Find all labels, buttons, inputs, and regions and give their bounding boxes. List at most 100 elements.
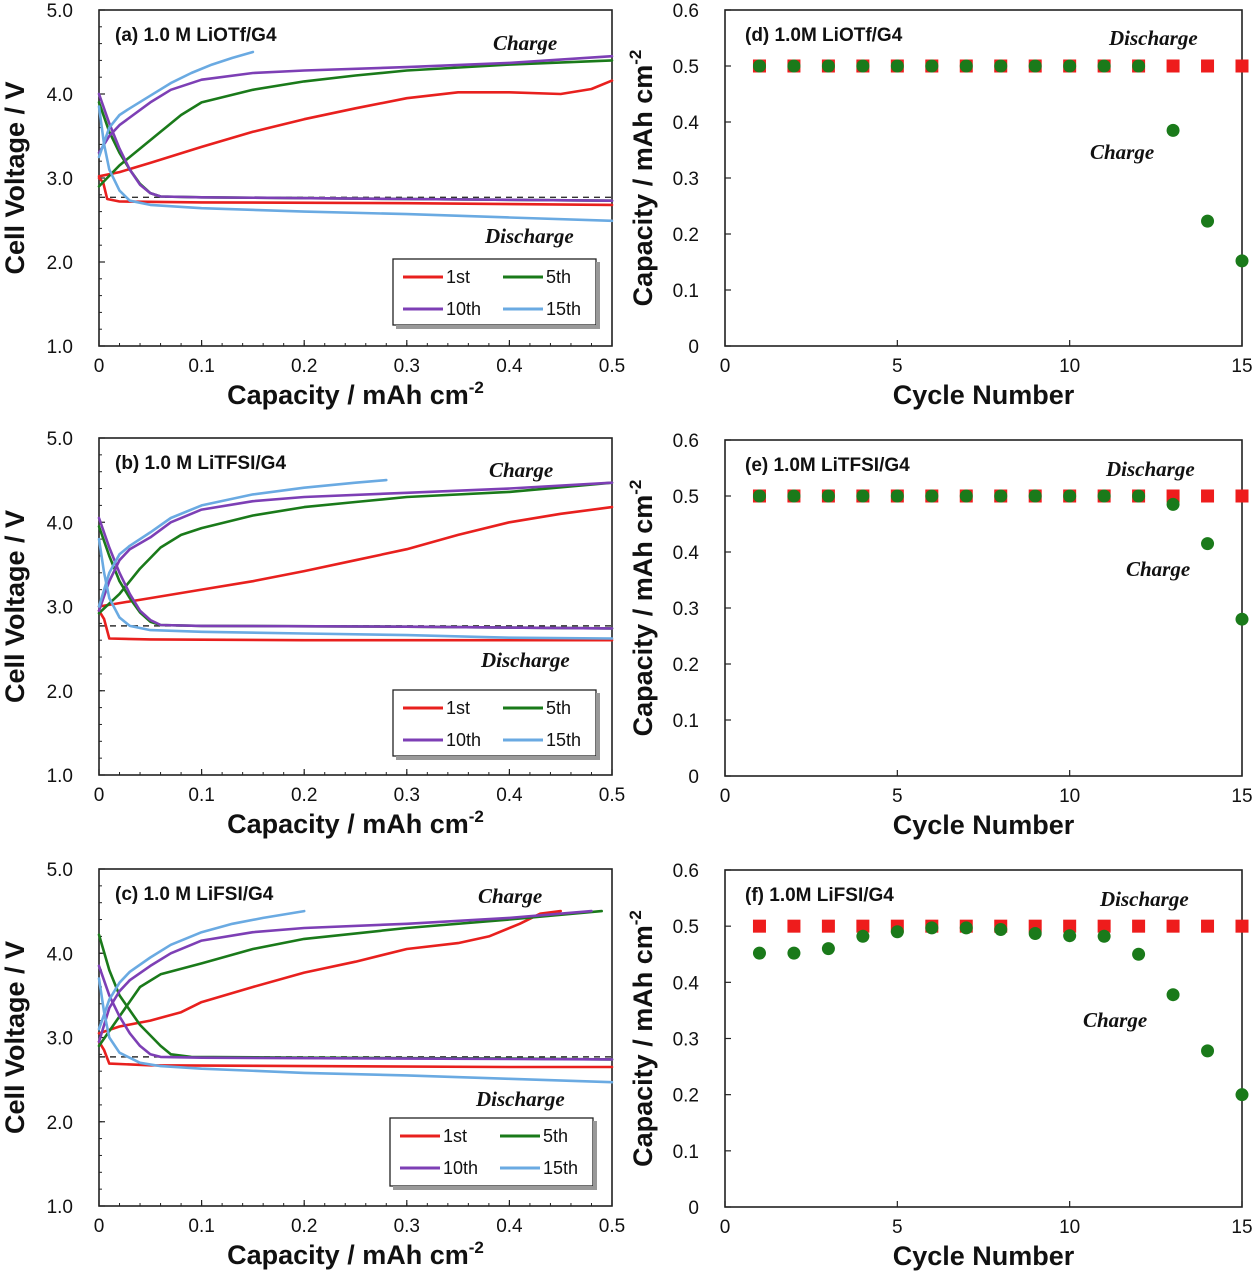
charge-point-cycle-14 <box>1201 537 1215 551</box>
y-tick-label: 0.3 <box>673 169 699 190</box>
x-tick-label: 0 <box>720 1217 731 1238</box>
annotation-charge: Charge <box>489 458 553 482</box>
annotation-discharge: Discharge <box>1108 26 1198 50</box>
legend-shadow <box>596 693 600 760</box>
charge-point-cycle-7 <box>959 921 973 935</box>
panel-title: (e) 1.0M LiTFSI/G4 <box>745 455 910 476</box>
charge-point-cycle-15 <box>1235 612 1249 626</box>
x-axis-label-text: Capacity / mAh cm <box>227 1240 469 1270</box>
curve-5th-discharge <box>97 101 614 202</box>
discharge-point-cycle-14 <box>1201 919 1215 933</box>
charge-point-cycle-3 <box>821 489 835 503</box>
y-axis-label: Cell Voltage / V <box>0 941 30 1134</box>
y-axis-label: Capacity / mAh cm-2 <box>626 480 658 737</box>
curve-5th-discharge <box>97 933 614 1061</box>
y-tick-label: 0.3 <box>673 1030 699 1051</box>
x-tick-label: 0.1 <box>188 356 214 377</box>
charge-point-cycle-12 <box>1132 59 1146 73</box>
charge-point-cycle-6 <box>925 489 939 503</box>
legend-label-15th: 15th <box>546 299 581 319</box>
charge-point-cycle-5 <box>890 489 904 503</box>
y-tick-label: 0.6 <box>673 861 699 882</box>
panel-title: (f) 1.0M LiFSI/G4 <box>745 885 894 906</box>
curve-15th-discharge <box>97 537 614 640</box>
discharge-point-cycle-15 <box>1235 59 1249 73</box>
curve-10th-discharge <box>97 964 614 1061</box>
legend-label-15th: 15th <box>546 730 581 750</box>
x-tick-label: 0.1 <box>188 785 214 806</box>
charge-point-cycle-8 <box>994 923 1008 937</box>
panel-title: (a) 1.0 M LiOTf/G4 <box>115 25 277 46</box>
y-tick-label: 1.0 <box>47 1197 73 1218</box>
y-tick-label: 0.5 <box>673 57 699 78</box>
x-tick-label: 0.2 <box>291 785 317 806</box>
legend-label-5th: 5th <box>546 698 571 718</box>
y-axis-label: Cell Voltage / V <box>0 510 30 703</box>
curve-15th-discharge <box>97 105 614 223</box>
x-axis-label: Cycle Number <box>893 810 1075 840</box>
charge-point-cycle-2 <box>787 59 801 73</box>
x-tick-label: 0.4 <box>496 356 523 377</box>
annotation-discharge: Discharge <box>475 1087 565 1111</box>
x-tick-label: 15 <box>1231 356 1252 377</box>
x-tick-label: 0 <box>94 1216 105 1237</box>
charge-point-cycle-13 <box>1166 497 1180 511</box>
y-tick-label: 0.6 <box>673 1 699 22</box>
plot-frame <box>724 869 1243 1208</box>
discharge-point-cycle-15 <box>1235 489 1249 503</box>
x-tick-label: 0 <box>94 785 105 806</box>
annotation-charge: Charge <box>1126 557 1190 581</box>
y-axis-label: Cell Voltage / V <box>0 81 30 274</box>
legend-label-5th: 5th <box>543 1126 568 1146</box>
legend-shadow <box>593 1121 597 1190</box>
legend-label-1st: 1st <box>446 267 470 287</box>
annotation-discharge: Discharge <box>1099 887 1189 911</box>
y-tick-label: 0.5 <box>673 487 699 508</box>
curve-1st-discharge <box>97 609 614 642</box>
x-axis-label-text: Capacity / mAh cm <box>227 809 469 839</box>
discharge-point-cycle-14 <box>1201 489 1215 503</box>
y-tick-label: 0.1 <box>673 711 699 732</box>
y-axis-label-superscript: -2 <box>626 50 645 65</box>
y-axis-label-text: Capacity / mAh cm <box>628 495 658 737</box>
x-tick-label: 0.4 <box>496 785 523 806</box>
annotation-discharge: Discharge <box>480 648 570 672</box>
x-tick-label: 0.3 <box>394 1216 420 1237</box>
legend-label-10th: 10th <box>446 730 481 750</box>
charge-point-cycle-11 <box>1097 929 1111 943</box>
charge-point-cycle-1 <box>752 946 766 960</box>
curve-1st-charge <box>97 505 614 608</box>
discharge-point-cycle-15 <box>1235 919 1249 933</box>
legend-shadow <box>396 325 599 329</box>
x-tick-label: 0.1 <box>188 1216 214 1237</box>
charge-point-cycle-9 <box>1028 59 1042 73</box>
y-tick-label: 4.0 <box>47 944 73 965</box>
curve-10th-charge <box>97 909 593 1043</box>
charge-point-cycle-13 <box>1166 123 1180 137</box>
charge-point-cycle-7 <box>959 489 973 503</box>
x-axis-label: Cycle Number <box>893 1241 1075 1271</box>
curve-10th-charge <box>97 481 614 612</box>
discharge-point-cycle-12 <box>1132 919 1146 933</box>
curve-10th-discharge <box>97 92 614 202</box>
y-axis-label: Capacity / mAh cm-2 <box>626 910 658 1167</box>
charge-point-cycle-1 <box>752 489 766 503</box>
charge-point-cycle-8 <box>994 59 1008 73</box>
x-tick-label: 0 <box>720 786 731 807</box>
y-tick-label: 0.6 <box>673 431 699 452</box>
discharge-point-cycle-11 <box>1097 919 1111 933</box>
y-tick-label: 0 <box>688 1198 699 1219</box>
y-tick-label: 3.0 <box>47 1029 73 1050</box>
curve-15th-charge <box>97 478 388 608</box>
discharge-point-cycle-13 <box>1166 919 1180 933</box>
x-axis-label-superscript: -2 <box>469 378 484 397</box>
x-tick-label: 10 <box>1059 356 1080 377</box>
panel-title: (b) 1.0 M LiTFSI/G4 <box>115 453 286 474</box>
charge-point-cycle-4 <box>856 929 870 943</box>
charge-point-cycle-12 <box>1132 489 1146 503</box>
curve-5th-discharge <box>97 525 614 630</box>
y-tick-label: 5.0 <box>47 1 73 22</box>
legend-label-1st: 1st <box>443 1126 467 1146</box>
legend-label-15th: 15th <box>543 1158 578 1178</box>
